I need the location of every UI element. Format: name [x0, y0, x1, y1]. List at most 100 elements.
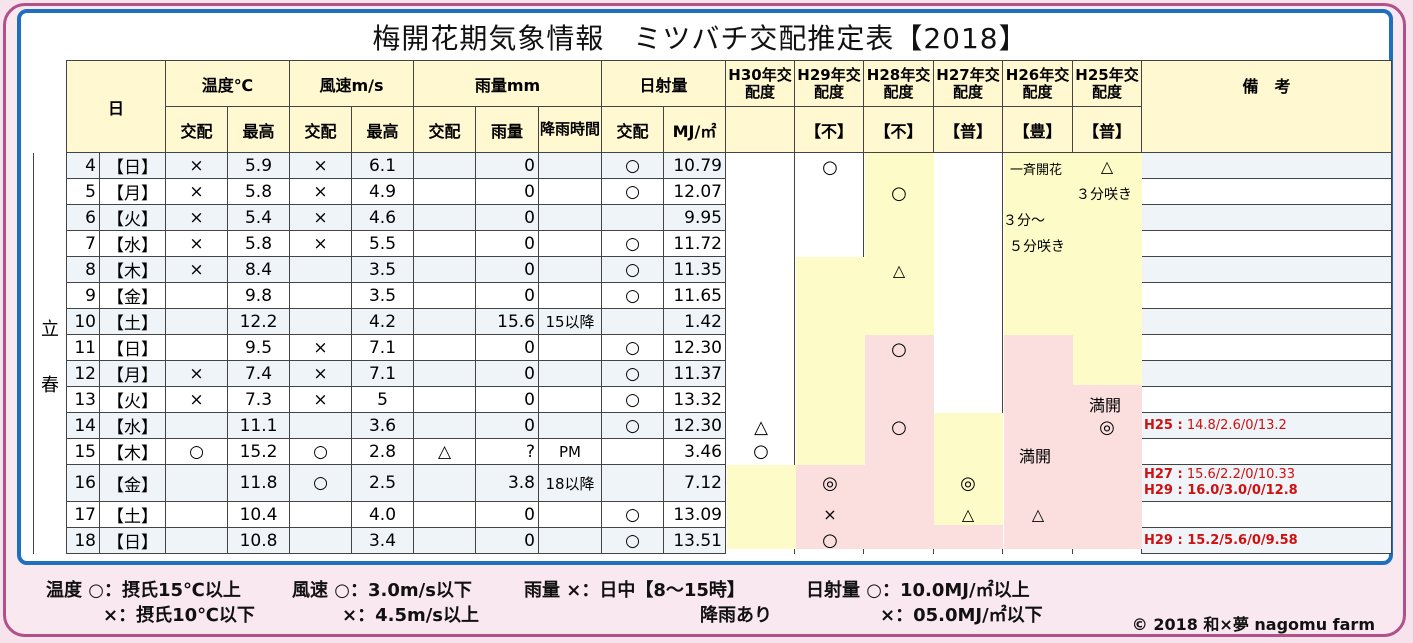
temp-cross: ×: [165, 256, 228, 283]
sun-cross: ○: [601, 334, 664, 361]
temp-max: 5.8: [227, 178, 290, 205]
rain-cross: [413, 501, 476, 528]
temp-max: 11.1: [227, 412, 290, 439]
season-label: 立春: [33, 152, 67, 554]
rain-amount: 0: [475, 501, 539, 528]
year-band: [1004, 153, 1073, 335]
header-h28-grade: 【不】: [863, 106, 934, 153]
sun-mj: 3.46: [663, 438, 726, 465]
sun-cross: ○: [601, 282, 664, 309]
header-h27-grade: 【普】: [933, 106, 1003, 153]
note-cell: [1141, 256, 1392, 283]
sun-cross: [601, 204, 664, 231]
rain-amount: 0: [475, 386, 539, 413]
table-row: 16 【金】 11.8 ○ 2.5 3.8 18以降 7.12 H27 : 15.6/2.2/0…: [34, 464, 1392, 502]
temp-max: 15.2: [227, 438, 290, 465]
sun-cross: ○: [601, 386, 664, 413]
sun-mj: 11.37: [663, 360, 726, 387]
weekday: 【土】: [99, 501, 166, 528]
temp-max: 10.8: [227, 527, 290, 554]
sun-mj: 12.07: [663, 178, 726, 205]
wind-cross: [289, 527, 352, 554]
rain-amount: 0: [475, 282, 539, 309]
day-number: 11: [66, 334, 100, 361]
temp-max: 5.4: [227, 204, 290, 231]
temp-cross: ○: [165, 438, 228, 465]
rain-cross: [413, 334, 476, 361]
day-number: 16: [66, 464, 100, 502]
temp-cross: [165, 282, 228, 309]
mark-h29: ◎: [822, 473, 838, 494]
wind-cross: [289, 308, 352, 335]
weekday: 【月】: [99, 360, 166, 387]
weekday: 【水】: [99, 412, 166, 439]
h26-note: ３分～: [1003, 213, 1045, 229]
copyright: © 2018 和×夢 nagomu farm: [1131, 615, 1375, 634]
table-row: 8 【木】 × 8.4 3.5 0 ○ 11.35: [34, 256, 1392, 283]
weekday: 【火】: [99, 386, 166, 413]
table-row: 立春 4 【日】 × 5.9 × 6.1 0 ○ 10.79: [33, 152, 1392, 554]
wind-cross: ×: [289, 334, 352, 361]
year-band: [1073, 153, 1142, 385]
header-day: 日: [66, 60, 166, 153]
temp-max: 7.3: [227, 386, 290, 413]
rain-cross: △: [413, 438, 476, 465]
table-row: 9 【金】 9.8 3.5 0 ○ 11.65: [34, 282, 1392, 309]
year-band: [796, 257, 865, 465]
rain-amount: 0: [475, 178, 539, 205]
year-band: [1004, 335, 1073, 549]
header-h25: H25年交配度: [1072, 60, 1142, 107]
rain-amount: 0: [475, 204, 539, 231]
temp-max: 9.5: [227, 334, 290, 361]
header-rain-time: 降雨時間: [538, 106, 602, 153]
day-number: 4: [66, 152, 100, 179]
wind-max: 4.9: [351, 178, 414, 205]
note-cell: H29 : 15.2/5.6/0/9.58: [1141, 527, 1392, 554]
day-number: 18: [66, 527, 100, 554]
day-number: 8: [66, 256, 100, 283]
note-cell: [1141, 152, 1392, 179]
sun-cross: ○: [601, 230, 664, 257]
header-wind: 風速m/s: [289, 60, 414, 107]
sun-cross: ○: [601, 152, 664, 179]
sun-cross: ○: [601, 527, 664, 554]
legend-wind-ok: 風速 ○：3.0m/s以下: [292, 580, 472, 601]
mark-h28: ○: [891, 183, 907, 204]
legend-wind-ng: ×：4.5m/s以上: [342, 605, 480, 626]
header-notes: 備 考: [1141, 60, 1392, 153]
rain-amount: 15.6: [475, 308, 539, 335]
mark-h29: ○: [822, 157, 838, 178]
table-row: 17 【土】 10.4 4.0 0 ○ 13.09: [34, 501, 1392, 528]
note-cell: [1141, 386, 1392, 413]
rain-cross: [413, 412, 476, 439]
rain-cross: [413, 230, 476, 257]
wind-cross: [289, 256, 352, 283]
rain-amount: 0: [475, 527, 539, 554]
wind-cross: [289, 501, 352, 528]
temp-cross: ×: [165, 360, 228, 387]
note-cell: [1141, 178, 1392, 205]
weekday: 【火】: [99, 204, 166, 231]
temp-cross: [165, 464, 228, 502]
sun-mj: 13.09: [663, 501, 726, 528]
header-wind-cross: 交配: [289, 106, 352, 153]
header-h26: H26年交配度: [1002, 60, 1073, 107]
sun-mj: 12.30: [663, 334, 726, 361]
day-number: 17: [66, 501, 100, 528]
year-band: [1073, 385, 1142, 549]
rain-cross: [413, 282, 476, 309]
sun-cross: [601, 438, 664, 465]
rain-time: [538, 527, 602, 554]
day-number: 10: [66, 308, 100, 335]
wind-max: 6.1: [351, 152, 414, 179]
rain-cross: [413, 527, 476, 554]
sun-cross: [601, 464, 664, 502]
weekday: 【月】: [99, 178, 166, 205]
h26-note: 満開: [1019, 447, 1052, 466]
wind-max: 4.0: [351, 501, 414, 528]
note-cell: [1141, 204, 1392, 231]
wind-cross: ×: [289, 178, 352, 205]
table-row: 11 【日】 9.5 × 7.1 0 ○ 12.30: [34, 334, 1392, 361]
header-h30: H30年交配度: [725, 60, 795, 107]
wind-cross: ×: [289, 360, 352, 387]
